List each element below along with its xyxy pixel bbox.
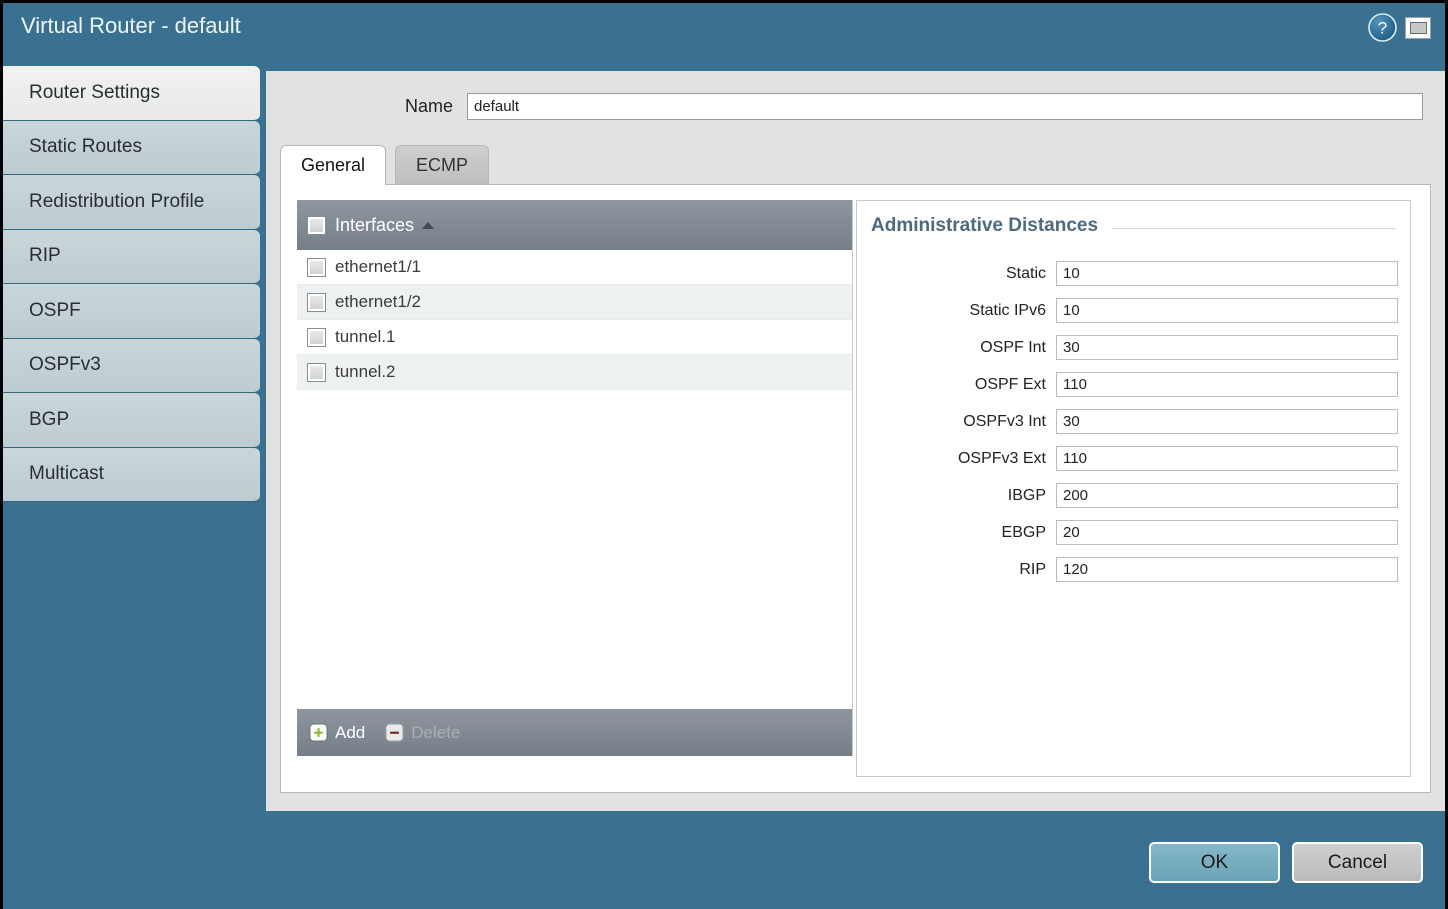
svg-text:?: ? xyxy=(1378,19,1387,38)
